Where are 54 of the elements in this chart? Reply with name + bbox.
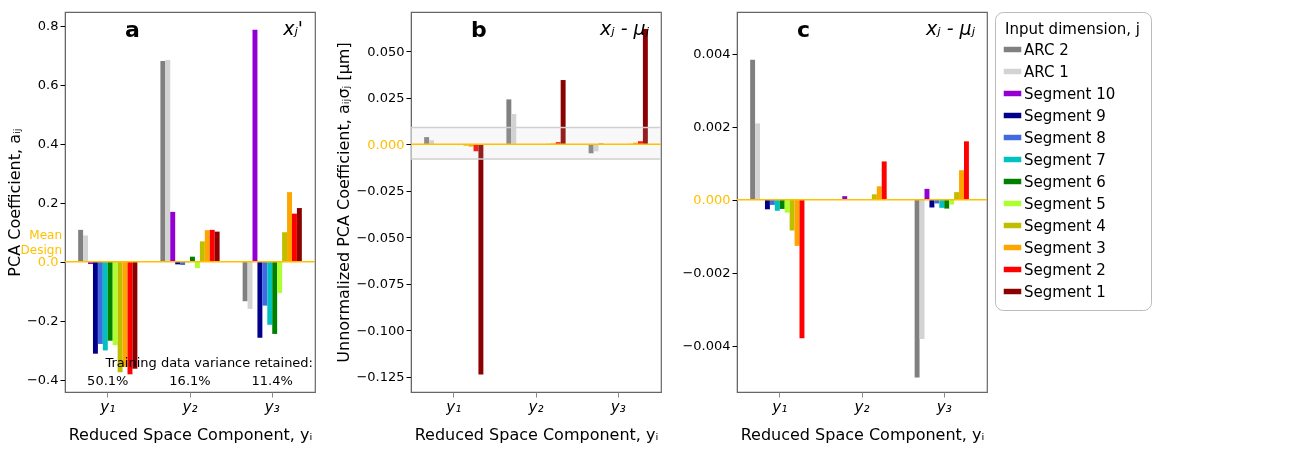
annotation: xⱼ - μⱼ — [925, 17, 976, 39]
legend-label: Segment 4 — [1024, 216, 1106, 235]
legend-label: Segment 2 — [1024, 260, 1106, 279]
legend-label: Segment 9 — [1024, 106, 1106, 125]
x-tick-label: y₂ — [181, 397, 198, 416]
annotation: a — [125, 17, 140, 42]
x-axis-title: Reduced Space Component, yᵢ — [414, 424, 659, 444]
legend-label: Segment 5 — [1024, 194, 1106, 213]
legend-label: Segment 6 — [1024, 172, 1106, 191]
legend-title: Input dimension, j — [1005, 20, 1141, 38]
legend-label: Segment 1 — [1024, 282, 1106, 301]
x-tick-label: y₃ — [263, 397, 280, 416]
legend-label: Segment 8 — [1024, 128, 1106, 147]
y-tick-label: −0.050 — [356, 229, 405, 245]
y-tick-label: −0.075 — [356, 276, 405, 292]
y-tick-label: 0.025 — [367, 90, 405, 106]
y-tick-label: −0.004 — [682, 338, 731, 354]
x-axis-title: Reduced Space Component, yᵢ — [68, 424, 313, 444]
y-tick-label: −0.2 — [26, 313, 59, 329]
x-tick-label: y₁ — [99, 397, 116, 416]
y-tick-label: −0.100 — [356, 322, 405, 338]
y-tick-label: −0.125 — [356, 369, 405, 385]
annotation: xⱼ - μⱼ — [599, 17, 650, 39]
annotation: xⱼ' — [282, 17, 303, 39]
y-tick-label: 0.4 — [37, 136, 59, 152]
legend-label: Segment 3 — [1024, 238, 1106, 257]
y-tick-label: 0.6 — [37, 77, 59, 93]
x-tick-label: y₂ — [527, 397, 544, 416]
x-tick-label: y₁ — [771, 397, 788, 416]
legend-label: Segment 10 — [1024, 84, 1116, 103]
x-axis-title: Reduced Space Component, yᵢ — [740, 424, 985, 444]
y-tick-label: 0.2 — [37, 195, 59, 211]
y-tick-label: 0.000 — [367, 136, 405, 152]
y-tick-label: 0.8 — [37, 18, 59, 34]
y-axis-title: Unnormalized PCA Coefficient, aᵢⱼσⱼ [μm] — [334, 42, 354, 363]
legend-label: Segment 7 — [1024, 150, 1106, 169]
annotation: 16.1% — [169, 373, 211, 388]
annotation: 50.1% — [87, 373, 129, 388]
y-tick-label: 0.000 — [693, 192, 731, 208]
x-tick-label: y₃ — [935, 397, 952, 416]
annotation: c — [797, 17, 811, 42]
y-tick-label: −0.4 — [26, 372, 59, 388]
legend-label: ARC 1 — [1024, 62, 1069, 81]
y-tick-label: −0.002 — [682, 265, 731, 281]
annotation: b — [471, 17, 487, 42]
y-tick-label: 0.002 — [693, 119, 731, 135]
legend-label: ARC 2 — [1024, 40, 1069, 59]
x-tick-label: y₁ — [445, 397, 462, 416]
y-tick-label: 0.004 — [693, 46, 731, 62]
x-tick-label: y₃ — [609, 397, 626, 416]
x-tick-label: y₂ — [853, 397, 870, 416]
y-tick-label: 0.050 — [367, 43, 405, 59]
y-tick-label: −0.025 — [356, 183, 405, 199]
annotation: 11.4% — [251, 373, 293, 388]
